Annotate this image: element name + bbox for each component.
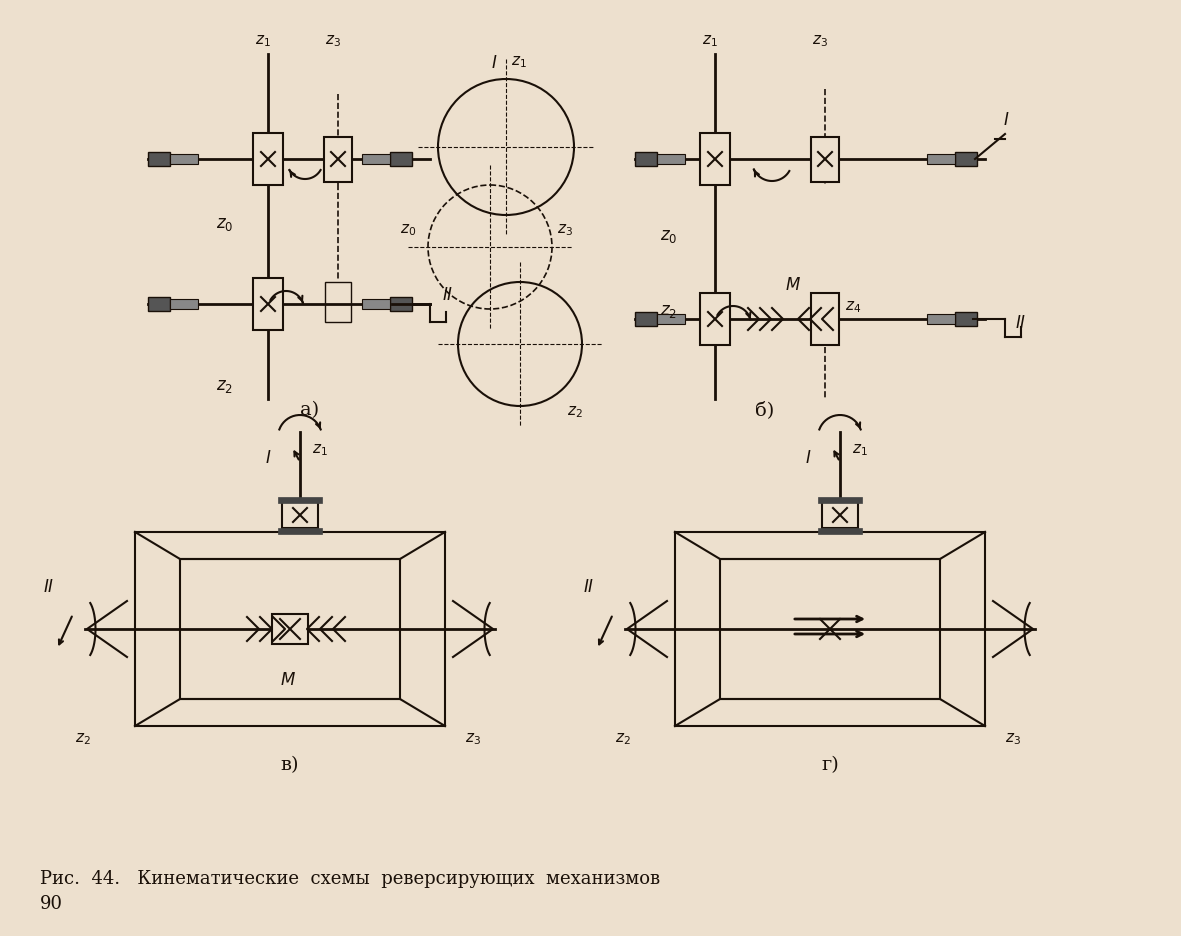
Text: б): б) xyxy=(756,401,775,418)
Text: $II$: $II$ xyxy=(442,285,454,303)
Bar xyxy=(253,279,283,330)
Text: $I$: $I$ xyxy=(265,448,272,466)
Text: $I$: $I$ xyxy=(805,448,811,466)
Text: $z_3$: $z_3$ xyxy=(813,33,828,49)
Text: в): в) xyxy=(281,755,299,773)
Bar xyxy=(148,153,170,167)
Text: $I$: $I$ xyxy=(1003,110,1010,129)
Bar xyxy=(635,153,657,167)
Bar xyxy=(282,503,318,529)
Bar xyxy=(324,138,352,183)
Text: $z_3$: $z_3$ xyxy=(1005,730,1020,746)
Text: 90: 90 xyxy=(40,894,63,912)
Bar xyxy=(811,138,839,183)
Bar xyxy=(390,153,412,167)
Text: $z_2$: $z_2$ xyxy=(216,376,233,395)
Text: $M$: $M$ xyxy=(785,276,801,294)
Text: $z_0$: $z_0$ xyxy=(216,214,234,233)
Bar xyxy=(325,283,351,323)
Bar xyxy=(818,497,862,504)
Bar xyxy=(927,154,955,165)
Bar xyxy=(955,313,977,327)
Text: $z_1$: $z_1$ xyxy=(255,33,270,49)
Bar xyxy=(657,314,685,325)
Bar xyxy=(148,298,170,312)
Bar xyxy=(700,134,730,186)
Bar xyxy=(272,614,308,644)
Text: $z_2$: $z_2$ xyxy=(76,730,91,746)
Bar xyxy=(363,300,390,310)
Bar xyxy=(390,298,412,312)
Bar xyxy=(818,529,862,534)
Text: $z_3$: $z_3$ xyxy=(325,33,341,49)
Bar xyxy=(363,154,390,165)
Text: $z_2$: $z_2$ xyxy=(660,301,677,320)
Text: г): г) xyxy=(821,755,839,773)
Text: $II$: $II$ xyxy=(1014,314,1026,331)
Text: $z_4$: $z_4$ xyxy=(844,299,861,314)
Text: $I$: $I$ xyxy=(491,54,497,72)
Text: $z_2$: $z_2$ xyxy=(615,730,631,746)
Bar xyxy=(180,560,400,699)
Bar xyxy=(720,560,940,699)
Text: $II$: $II$ xyxy=(583,578,594,595)
Text: $z_1$: $z_1$ xyxy=(511,54,527,69)
Text: $M$: $M$ xyxy=(280,670,296,688)
Text: $z_3$: $z_3$ xyxy=(557,222,573,238)
Text: $z_1$: $z_1$ xyxy=(852,442,868,457)
Bar xyxy=(955,153,977,167)
Text: а): а) xyxy=(300,401,320,418)
Bar xyxy=(278,529,322,534)
Text: Рис.  44.   Кинематические  схемы  реверсирующих  механизмов: Рис. 44. Кинематические схемы реверсирую… xyxy=(40,869,660,887)
Text: $z_0$: $z_0$ xyxy=(400,222,416,238)
Text: $z_0$: $z_0$ xyxy=(660,227,678,244)
Bar xyxy=(635,313,657,327)
Bar xyxy=(811,294,839,345)
Bar xyxy=(822,503,859,529)
Bar xyxy=(657,154,685,165)
Bar xyxy=(927,314,955,325)
Text: $II$: $II$ xyxy=(43,578,54,595)
Bar xyxy=(170,154,198,165)
Bar xyxy=(170,300,198,310)
Bar xyxy=(253,134,283,186)
Text: $z_1$: $z_1$ xyxy=(703,33,718,49)
Text: $z_3$: $z_3$ xyxy=(465,730,481,746)
Text: $z_2$: $z_2$ xyxy=(567,403,582,419)
Bar xyxy=(278,497,322,504)
Text: $z_1$: $z_1$ xyxy=(312,442,328,457)
Bar xyxy=(700,294,730,345)
